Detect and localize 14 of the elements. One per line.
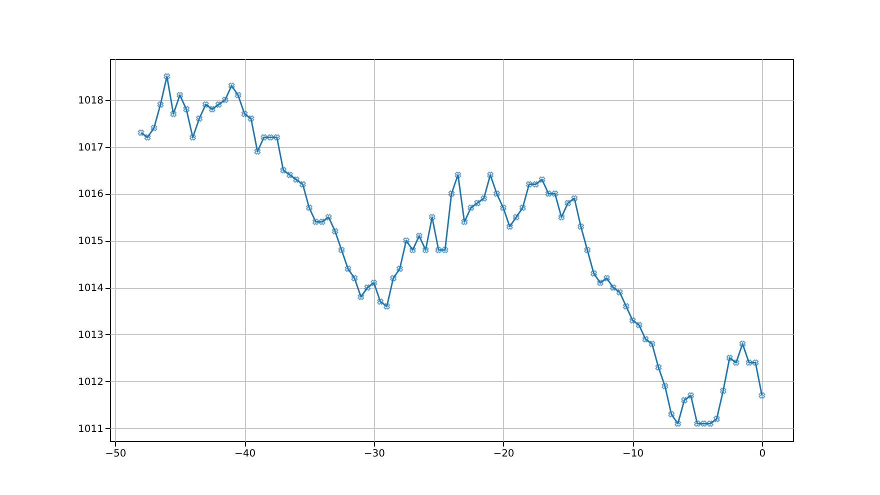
y-tick-label: 1014 — [78, 283, 104, 294]
y-tick-label: 1016 — [78, 189, 104, 200]
x-tick-label: −50 — [105, 448, 126, 460]
x-tick-label: −20 — [493, 448, 514, 460]
x-tick-label: −30 — [364, 448, 385, 460]
x-tick-label: −10 — [622, 448, 644, 460]
y-tick-label: 1011 — [78, 424, 104, 435]
y-tick-label: 1012 — [78, 376, 104, 388]
y-tick-label: 1013 — [78, 330, 104, 341]
y-tick-label: 1018 — [78, 95, 104, 106]
x-tick-label: 0 — [759, 448, 766, 460]
y-tick-label: 1015 — [78, 236, 104, 248]
y-tick-label: 1017 — [78, 142, 104, 154]
x-tick-label: −40 — [234, 448, 256, 460]
